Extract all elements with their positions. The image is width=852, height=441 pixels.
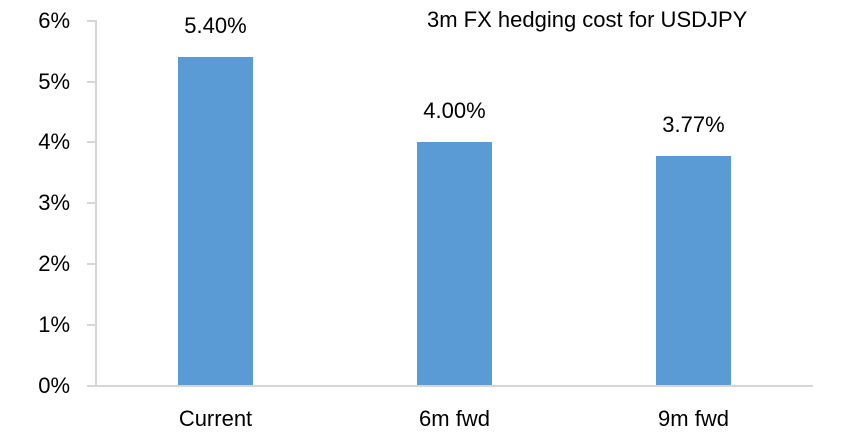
- y-axis-label-1%: 1%: [38, 311, 70, 337]
- y-axis-label-2%: 2%: [38, 250, 70, 276]
- bar-6m-fwd: [417, 142, 492, 386]
- y-axis-tick-mark: [87, 323, 96, 326]
- y-axis-tick-mark: [87, 19, 96, 22]
- category-label-9m-fwd: 9m fwd: [658, 406, 729, 431]
- y-axis-label-0%: 0%: [38, 372, 70, 398]
- category-label-current: Current: [178, 406, 253, 431]
- y-axis-label-4%: 4%: [38, 129, 70, 155]
- y-axis-line: [95, 19, 97, 387]
- y-axis-tick-mark: [87, 262, 96, 265]
- chart-title: 3m FX hedging cost for USDJPY: [427, 7, 748, 32]
- data-label-current: 5.40%: [184, 13, 247, 39]
- category-label-6m-fwd: 6m fwd: [419, 406, 490, 431]
- bar-current: [178, 57, 253, 386]
- data-label-6m-fwd: 4.00%: [423, 98, 486, 124]
- y-axis-tick-mark: [87, 202, 96, 205]
- y-axis-label-3%: 3%: [38, 190, 70, 216]
- bar-9m-fwd: [656, 156, 731, 386]
- y-axis-tick-mark: [87, 141, 96, 144]
- y-axis-tick-mark: [87, 384, 96, 387]
- y-axis-tick-mark: [87, 80, 96, 83]
- x-axis-line: [95, 384, 813, 387]
- y-axis-label-5%: 5%: [38, 68, 70, 94]
- data-label-9m-fwd: 3.77%: [662, 112, 725, 138]
- y-axis-label-6%: 6%: [38, 7, 70, 33]
